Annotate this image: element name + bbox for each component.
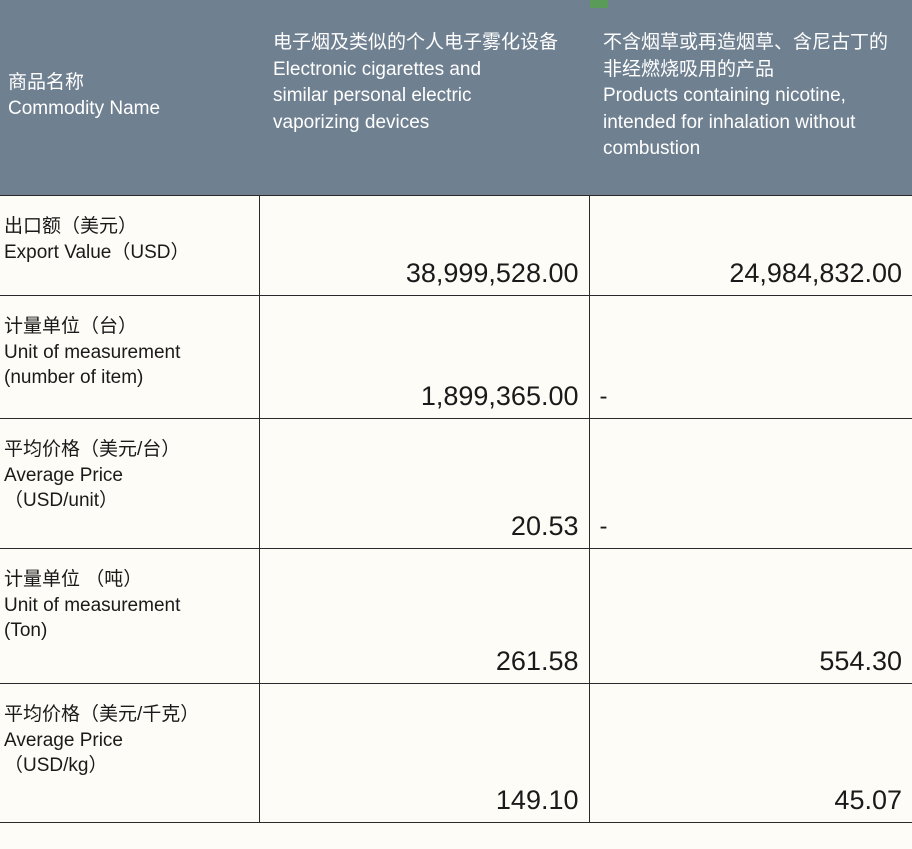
- row-val2: -: [589, 295, 912, 418]
- row-label-cell: 计量单位（台） Unit of measurement (number of i…: [0, 295, 259, 418]
- header-col1-cn: 电子烟及类似的个人电子雾化设备: [273, 30, 575, 57]
- header-col2-en2: intended for inhalation without: [603, 110, 898, 137]
- header-col1-en1: Electronic cigarettes and: [273, 57, 575, 84]
- header-col1-en2: similar personal electric: [273, 83, 575, 110]
- table-row: 平均价格（美元/千克） Average Price （USD/kg） 149.1…: [0, 683, 912, 822]
- row-label-en1: Average Price: [4, 463, 251, 489]
- table-header-row: 商品名称 Commodity Name 电子烟及类似的个人电子雾化设备 Elec…: [0, 0, 912, 195]
- row-label-cell: 平均价格（美元/台） Average Price （USD/unit）: [0, 418, 259, 548]
- row-label-cn: 计量单位（台）: [4, 314, 251, 340]
- row-label-cn: 计量单位 （吨）: [4, 567, 251, 593]
- row-val2: 24,984,832.00: [589, 195, 912, 295]
- header-col2-cn1: 不含烟草或再造烟草、含尼古丁的: [603, 30, 898, 57]
- row-val2: 45.07: [589, 683, 912, 822]
- header-col2-cn2: 非经燃烧吸用的产品: [603, 57, 898, 84]
- row-val2: 554.30: [589, 548, 912, 683]
- header-col1-cell: 电子烟及类似的个人电子雾化设备 Electronic cigarettes an…: [259, 0, 589, 195]
- row-label-en2: (number of item): [4, 365, 251, 391]
- header-label-cell: 商品名称 Commodity Name: [0, 0, 259, 195]
- decorative-mark: [590, 0, 608, 8]
- row-label-en: Export Value（USD）: [4, 240, 251, 266]
- row-val1: 1,899,365.00: [259, 295, 589, 418]
- row-val2: -: [589, 418, 912, 548]
- table-row: 计量单位（台） Unit of measurement (number of i…: [0, 295, 912, 418]
- row-label-en1: Average Price: [4, 728, 251, 754]
- row-val1: 149.10: [259, 683, 589, 822]
- row-label-en1: Unit of measurement: [4, 593, 251, 619]
- table-row: 计量单位 （吨） Unit of measurement (Ton) 261.5…: [0, 548, 912, 683]
- row-label-cell: 计量单位 （吨） Unit of measurement (Ton): [0, 548, 259, 683]
- row-val1: 20.53: [259, 418, 589, 548]
- row-val1: 261.58: [259, 548, 589, 683]
- row-label-en2: (Ton): [4, 618, 251, 644]
- header-col2-en3: combustion: [603, 136, 898, 163]
- row-label-cn: 出口额（美元）: [4, 214, 251, 240]
- table-row: 平均价格（美元/台） Average Price （USD/unit） 20.5…: [0, 418, 912, 548]
- row-label-cn: 平均价格（美元/台）: [4, 437, 251, 463]
- header-label-cn: 商品名称: [8, 70, 245, 97]
- row-label-en2: （USD/kg）: [4, 753, 251, 779]
- header-col1-en3: vaporizing devices: [273, 110, 575, 137]
- row-label-en2: （USD/unit）: [4, 488, 251, 514]
- table-row: 出口额（美元） Export Value（USD） 38,999,528.00 …: [0, 195, 912, 295]
- export-data-table: 商品名称 Commodity Name 电子烟及类似的个人电子雾化设备 Elec…: [0, 0, 912, 823]
- header-col2-cell: 不含烟草或再造烟草、含尼古丁的 非经燃烧吸用的产品 Products conta…: [589, 0, 912, 195]
- row-val1: 38,999,528.00: [259, 195, 589, 295]
- header-col2-en1: Products containing nicotine,: [603, 83, 898, 110]
- row-label-cell: 平均价格（美元/千克） Average Price （USD/kg）: [0, 683, 259, 822]
- row-label-cell: 出口额（美元） Export Value（USD）: [0, 195, 259, 295]
- row-label-en1: Unit of measurement: [4, 340, 251, 366]
- header-label-en: Commodity Name: [8, 96, 245, 123]
- row-label-cn: 平均价格（美元/千克）: [4, 702, 251, 728]
